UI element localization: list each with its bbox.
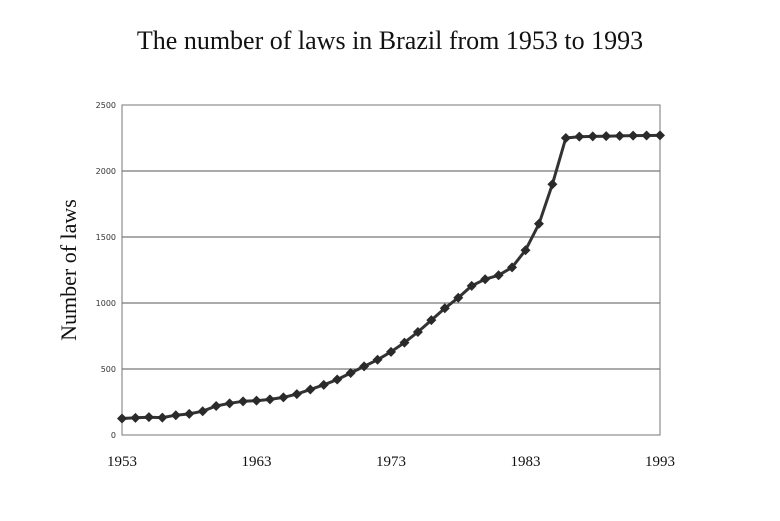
- grid-lines: [122, 104, 660, 370]
- data-point: [251, 395, 262, 406]
- data-point: [359, 361, 370, 372]
- data-point: [507, 262, 518, 273]
- data-point: [628, 130, 639, 141]
- data-point: [264, 394, 275, 405]
- data-point: [211, 400, 222, 411]
- y-tick-label: 1000: [96, 299, 116, 308]
- data-point: [533, 218, 544, 229]
- y-tick-label: 2000: [96, 167, 116, 176]
- data-point: [560, 133, 571, 143]
- data-point: [574, 131, 585, 142]
- data-series: [117, 130, 665, 424]
- data-point: [318, 379, 329, 390]
- y-tick-labels: 0 500 1000 1500 2000 2500: [96, 101, 116, 440]
- data-point: [480, 274, 491, 285]
- y-tick-label: 1500: [96, 233, 116, 242]
- data-point: [601, 131, 612, 142]
- data-point: [184, 408, 195, 419]
- data-point: [641, 130, 652, 141]
- data-point: [305, 384, 316, 395]
- data-point: [453, 292, 464, 303]
- y-tick-label: 2500: [96, 101, 116, 110]
- data-point: [291, 389, 302, 400]
- data-point: [614, 130, 625, 141]
- data-point: [224, 398, 235, 409]
- series-line: [121, 133, 661, 420]
- data-point: [412, 327, 423, 338]
- x-tick-label: 1983: [511, 454, 541, 470]
- axes: [121, 104, 661, 436]
- plot-area-border: [121, 104, 661, 436]
- x-tick-label: 1963: [242, 454, 272, 470]
- data-point: [426, 315, 437, 326]
- data-point: [170, 410, 181, 421]
- x-tick-labels: 1953 1963 1973 1983 1993: [107, 454, 675, 470]
- x-tick-label: 1973: [376, 454, 406, 470]
- data-point: [655, 130, 665, 141]
- x-tick-label: 1993: [645, 454, 675, 470]
- data-point: [493, 270, 504, 281]
- data-point: [238, 396, 249, 407]
- data-point: [439, 303, 450, 314]
- data-point: [332, 374, 343, 385]
- data-point: [372, 354, 383, 365]
- data-point: [386, 346, 396, 357]
- x-tick-label: 1953: [107, 454, 137, 470]
- data-point: [547, 179, 558, 190]
- data-point: [278, 392, 289, 403]
- data-point: [345, 367, 356, 378]
- chart-title: The number of laws in Brazil from 1953 t…: [136, 26, 644, 55]
- data-point: [130, 412, 141, 423]
- y-axis-label: Number of laws: [56, 199, 81, 341]
- data-point: [157, 412, 168, 423]
- data-point: [143, 412, 154, 423]
- y-tick-label: 500: [101, 365, 116, 374]
- data-point: [587, 131, 598, 142]
- y-tick-label: 0: [111, 431, 116, 440]
- data-point: [466, 280, 477, 291]
- data-point: [197, 406, 208, 417]
- data-point: [117, 413, 127, 424]
- data-point: [399, 337, 410, 348]
- data-point: [520, 245, 531, 256]
